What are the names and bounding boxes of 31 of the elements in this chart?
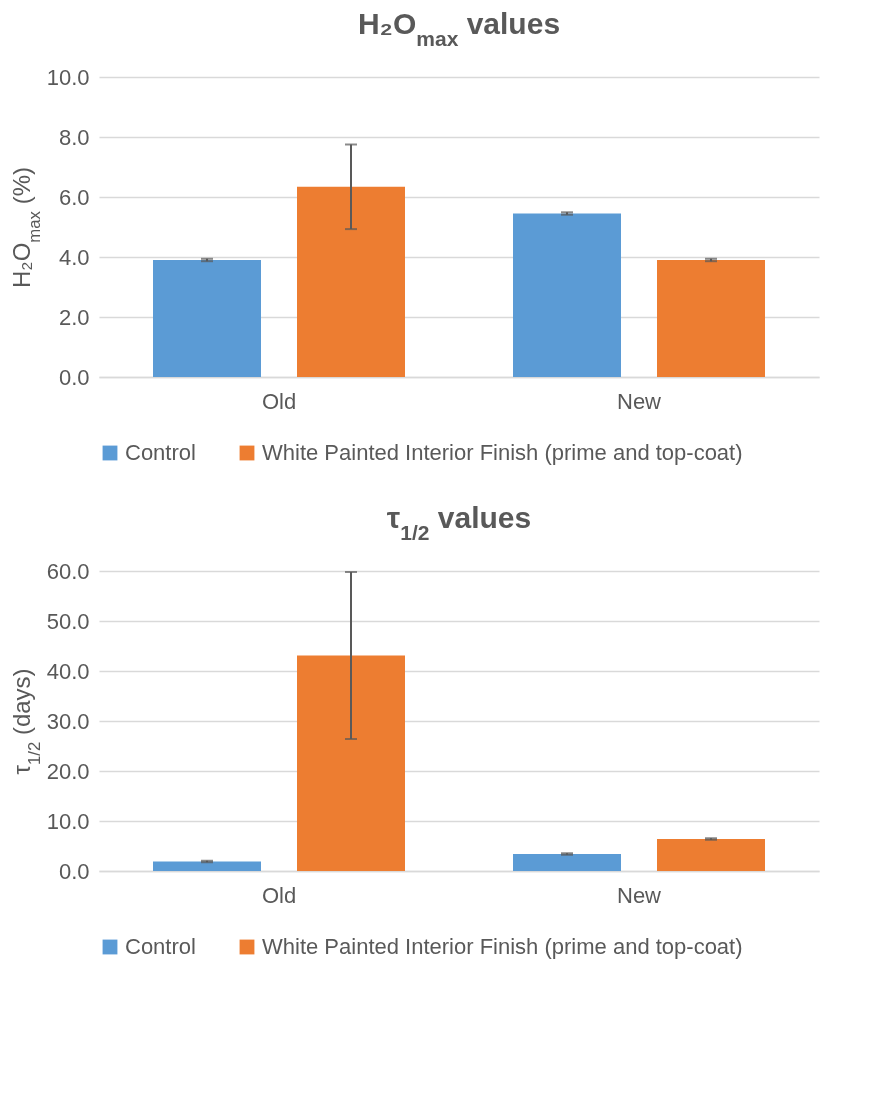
- legend-label: White Painted Interior Finish (prime and top-coat): [262, 934, 743, 959]
- bar: [513, 213, 621, 377]
- bar: [513, 854, 621, 871]
- y-tick-label: 8.0: [58, 124, 90, 150]
- x-tick-label: New: [616, 388, 662, 414]
- x-tick-label: Old: [261, 388, 297, 414]
- bar: [657, 260, 765, 377]
- y-tick-label: 40.0: [46, 658, 90, 684]
- y-tick-label: 50.0: [46, 608, 90, 634]
- bar: [153, 861, 261, 871]
- bar: [297, 186, 405, 377]
- y-tick-label: 6.0: [58, 184, 90, 210]
- y-tick-label: 0.0: [58, 364, 90, 390]
- bar: [657, 839, 765, 871]
- y-tick-label: 20.0: [46, 758, 90, 784]
- legend-label: White Painted Interior Finish (prime and top-coat): [262, 440, 743, 465]
- legend-label: Control: [125, 440, 196, 465]
- legend-label: Control: [125, 934, 196, 959]
- y-tick-label: 10.0: [46, 808, 90, 834]
- y-tick-label: 30.0: [46, 708, 90, 734]
- y-tick-label: 4.0: [58, 244, 90, 270]
- y-tick-label: 2.0: [58, 304, 90, 330]
- x-tick-label: New: [616, 882, 662, 908]
- y-tick-label: 10.0: [46, 64, 90, 90]
- y-tick-label: 0.0: [58, 858, 90, 884]
- bar: [297, 655, 405, 871]
- x-tick-label: Old: [261, 882, 297, 908]
- bar: [153, 260, 261, 377]
- y-tick-label: 60.0: [46, 558, 90, 584]
- chart-title: H₂O$_{max}$ values: [357, 7, 561, 50]
- chart-title: τ$_{1/2}$ values: [386, 501, 532, 544]
